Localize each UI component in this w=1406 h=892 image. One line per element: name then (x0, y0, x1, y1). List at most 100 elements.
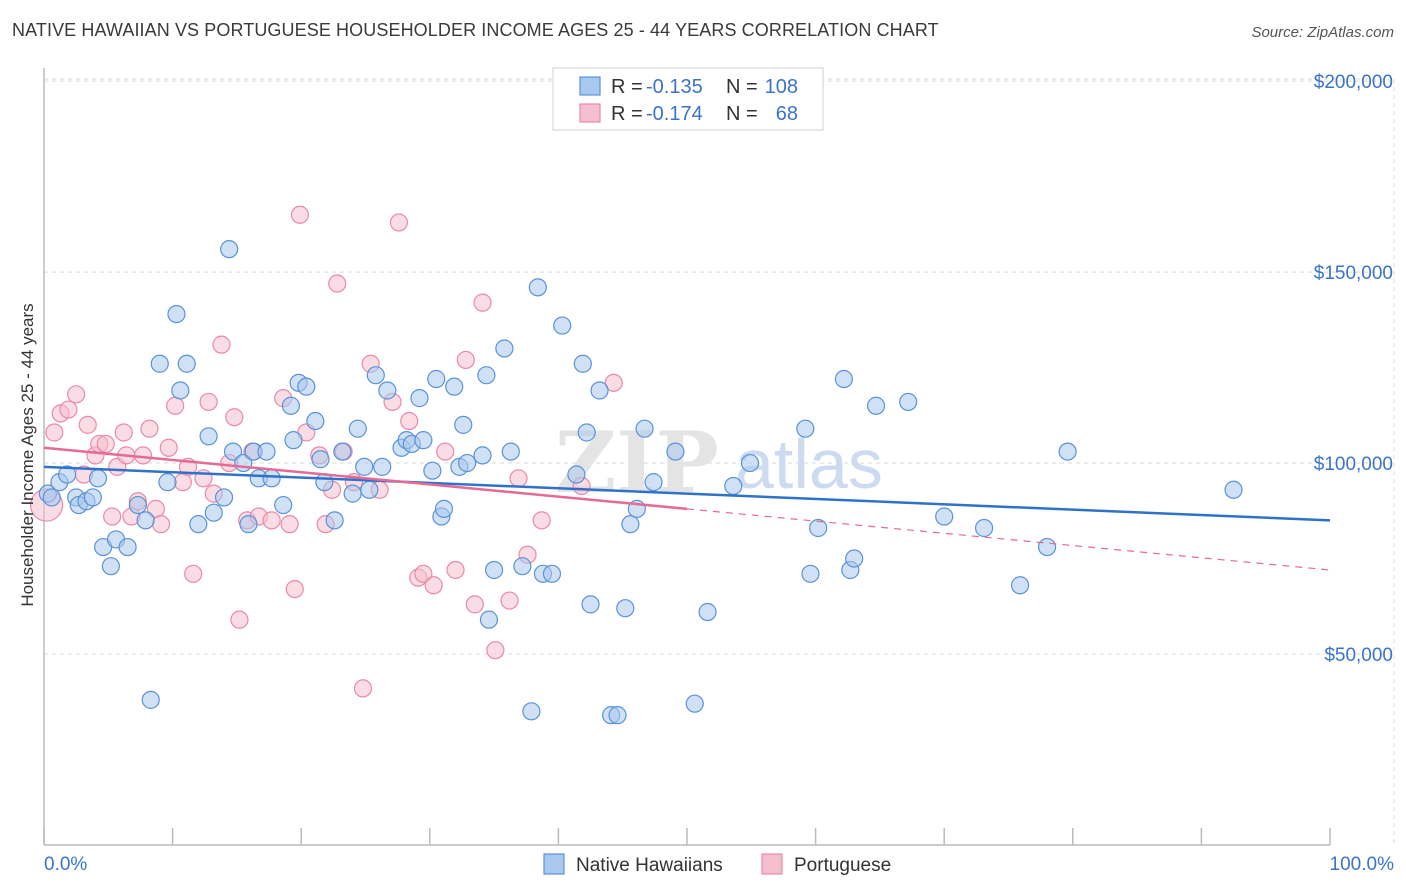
data-point-native-hawaiian (577, 423, 596, 442)
data-point-native-hawaiian (809, 518, 828, 538)
chart-title: NATIVE HAWAIIAN VS PORTUGUESE HOUSEHOLDE… (12, 20, 939, 40)
data-point-native-hawaiian (239, 515, 258, 534)
data-point-portuguese (509, 469, 528, 488)
data-point-native-hawaiian (410, 389, 429, 408)
data-point-native-hawaiian (1010, 576, 1030, 595)
data-point-native-hawaiian (373, 457, 392, 476)
data-point-native-hawaiian (1224, 480, 1243, 499)
data-point-native-hawaiian (553, 316, 572, 335)
data-point-portuguese (225, 408, 244, 427)
data-point-native-hawaiian (204, 503, 223, 522)
data-point-portuguese (199, 392, 218, 412)
data-point-native-hawaiian (522, 702, 541, 721)
data-point-native-hawaiian (333, 442, 352, 461)
data-point-portuguese (436, 442, 455, 461)
data-point-native-hawaiian (158, 473, 177, 492)
data-point-native-hawaiian (220, 240, 239, 259)
data-point-native-hawaiian (740, 453, 760, 473)
data-point-portuguese (114, 423, 133, 442)
legend-r-label: R = (611, 103, 643, 125)
data-point-portuguese (67, 385, 86, 404)
data-point-native-hawaiian (495, 339, 514, 358)
data-point-portuguese (96, 434, 115, 454)
data-point-native-hawaiian (834, 369, 853, 389)
data-point-native-hawaiian (150, 354, 169, 373)
data-point-portuguese (414, 564, 433, 583)
trend-line-portuguese (43, 446, 688, 511)
legend-n-label: N = (726, 76, 758, 98)
data-point-native-hawaiian (136, 511, 155, 530)
data-point-native-hawaiian (644, 473, 663, 492)
data-point-native-hawaiian (477, 366, 496, 385)
data-point-native-hawaiian (262, 469, 281, 488)
y-tick-label: $100,000 (1314, 454, 1393, 475)
data-point-native-hawaiian (935, 507, 954, 526)
data-point-native-hawaiian (567, 465, 586, 484)
data-point-native-hawaiian (698, 602, 717, 622)
data-point-native-hawaiian (189, 515, 208, 534)
x-tick-max: 100.0% (1330, 854, 1395, 875)
y-tick-label: $200,000 (1314, 72, 1393, 93)
legend-swatch-portuguese (761, 853, 783, 875)
legend-swatch-native-hawaiians (543, 853, 565, 875)
data-point-native-hawaiian (348, 419, 367, 438)
data-point-portuguese (159, 438, 178, 457)
data-point-native-hawaiian (796, 419, 815, 438)
data-point-native-hawaiian (479, 610, 499, 629)
y-tick-label: $50,000 (1324, 645, 1393, 666)
series-legend: Native Hawaiians Portuguese (543, 853, 891, 876)
y-tick-label: $150,000 (1314, 263, 1393, 284)
data-point-native-hawaiian (414, 431, 433, 450)
data-point-native-hawaiian (118, 537, 137, 557)
data-point-portuguese (446, 560, 465, 580)
data-point-native-hawaiian (608, 706, 627, 725)
data-point-portuguese (500, 591, 519, 610)
legend-n-value: 68 (776, 103, 798, 125)
data-point-native-hawaiian (297, 377, 316, 396)
data-point-native-hawaiian (590, 381, 609, 400)
data-point-portuguese (103, 507, 122, 526)
data-point-portuguese (473, 293, 492, 312)
data-point-native-hawaiian (360, 480, 379, 499)
y-axis-label: Householder Income Ages 25 - 44 years (18, 303, 37, 606)
data-point-native-hawaiian (1058, 442, 1077, 461)
data-point-native-hawaiian (343, 484, 362, 503)
data-point-portuguese (140, 419, 159, 438)
data-point-native-hawaiian (42, 488, 61, 507)
legend-n-value: 108 (765, 76, 798, 98)
data-point-portuguese (45, 423, 64, 442)
data-point-native-hawaiian (306, 411, 325, 431)
data-point-native-hawaiian (974, 518, 994, 538)
data-point-native-hawaiian (666, 442, 685, 461)
data-point-native-hawaiian (801, 564, 820, 583)
axes (43, 68, 1331, 846)
data-point-native-hawaiian (501, 442, 520, 461)
legend-label-portuguese: Portuguese (794, 855, 891, 876)
data-point-portuguese (173, 473, 192, 492)
data-point-portuguese (59, 400, 78, 419)
data-point-native-hawaiian (355, 457, 374, 476)
data-point-native-hawaiian (427, 369, 446, 389)
data-point-portuguese (389, 213, 409, 232)
data-point-native-hawaiian (616, 599, 635, 618)
data-point-portuguese (353, 679, 373, 698)
data-point-native-hawaiian (281, 396, 301, 415)
data-point-native-hawaiian (58, 465, 77, 484)
source-note: Source: ZipAtlas.com (1251, 24, 1394, 41)
trend-line-native-hawaiians (43, 465, 1331, 522)
legend-r-label: R = (611, 76, 643, 98)
data-point-native-hawaiian (573, 354, 592, 373)
legend-n-label: N = (726, 103, 758, 125)
data-point-native-hawaiian (257, 442, 276, 461)
watermark-atlas: atlas (735, 425, 883, 503)
legend-label-native-hawaiians: Native Hawaiians (576, 855, 723, 876)
data-point-portuguese (166, 396, 185, 415)
stats-legend: R = -0.135 N = 108 R = -0.174 N = 68 (552, 67, 824, 131)
data-point-native-hawaiian (177, 354, 196, 373)
data-point-portuguese (486, 641, 505, 660)
data-point-native-hawaiian (1037, 537, 1057, 557)
data-point-native-hawaiian (274, 495, 293, 515)
data-point-portuguese (290, 205, 310, 224)
data-point-native-hawaiian (325, 511, 344, 530)
data-point-portuguese (424, 576, 443, 595)
